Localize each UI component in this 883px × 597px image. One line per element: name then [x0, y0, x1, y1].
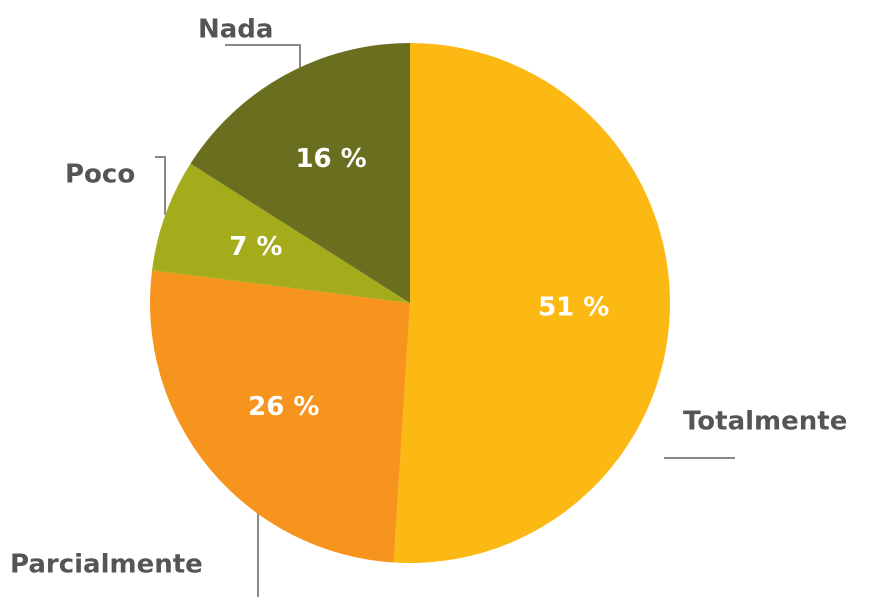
category-label: Poco — [65, 160, 135, 190]
data-label: 7 % — [229, 232, 282, 262]
data-label: 26 % — [248, 392, 319, 422]
pie-slice — [190, 43, 410, 303]
category-label: Parcialmente — [10, 550, 203, 580]
category-label: Nada — [198, 15, 273, 45]
category-label: Totalmente — [683, 407, 847, 437]
pie-slice — [393, 43, 671, 563]
pie-slice — [150, 270, 410, 563]
data-label: 16 % — [295, 144, 366, 174]
pie-slice — [152, 163, 410, 303]
leader-line — [155, 156, 166, 215]
data-label: 51 % — [538, 293, 609, 323]
